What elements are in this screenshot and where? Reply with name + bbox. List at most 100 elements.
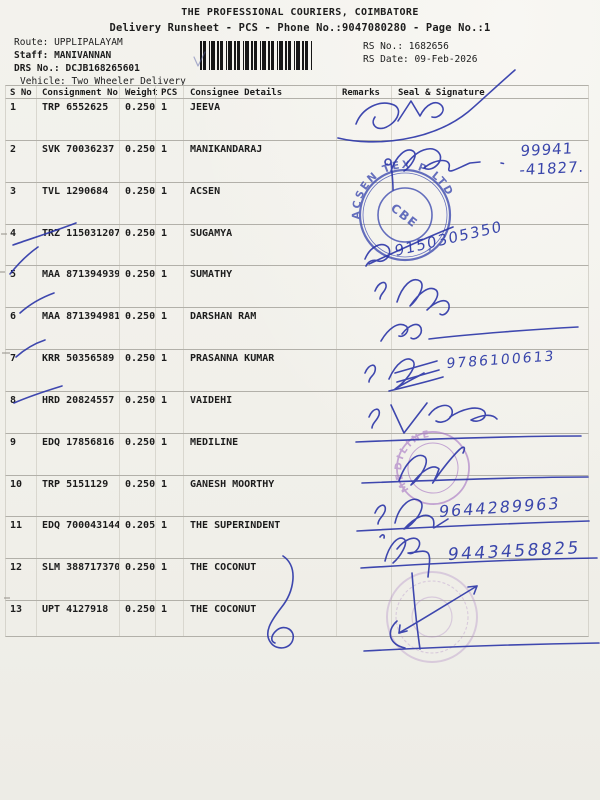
- cell-seal: [391, 475, 588, 517]
- scan-artifact: [4, 597, 10, 599]
- cell-pcs: 1: [155, 99, 183, 140]
- table-row: 13 UPT 4127918 0.250 1 THE COCONUT: [5, 601, 589, 638]
- cell-pcs: 1: [155, 140, 183, 182]
- vehicle-line: Vehicle: Two Wheeler Delivery: [20, 76, 186, 87]
- cell-consignment: SLM 388717370: [36, 559, 120, 601]
- cell-seal: [391, 559, 588, 601]
- runsheet-rows: 1 TRP 6552625 0.250 1 JEEVA 2 SVK 70036237 0.25…: [5, 99, 589, 638]
- cell-pcs: 1: [155, 559, 183, 601]
- cell-remarks: [336, 266, 391, 308]
- cell-consignment: SVK 70036237: [36, 140, 119, 182]
- cell-consignee: MANIKANDARAJ: [183, 140, 336, 182]
- cell-pcs: 1: [155, 182, 183, 224]
- table-row: 1 TRP 6552625 0.250 1 JEEVA: [5, 99, 589, 141]
- cell-remarks: [336, 308, 391, 350]
- cell-s_no: 9: [10, 436, 17, 448]
- cell-consignment: MAA 871394939: [36, 266, 120, 308]
- cell-consignee: PRASANNA KUMAR: [183, 350, 336, 391]
- cell-s_no: 8: [10, 394, 17, 406]
- header-seal-signature: Seal & Signature: [391, 86, 588, 98]
- cell-s_no: 6: [10, 311, 17, 323]
- cell-pcs: 1: [155, 517, 183, 559]
- scan-artifact: [0, 271, 5, 273]
- barcode-icon: [200, 41, 313, 70]
- cell-consignee: VAIDEHI: [183, 391, 336, 433]
- scan-artifact: [2, 352, 10, 354]
- route-value: UPPLIPALAYAM: [54, 37, 123, 48]
- rs-date-value: 09-Feb-2026: [414, 54, 478, 65]
- cell-remarks: [336, 140, 391, 182]
- cell-consignee: MEDILINE: [183, 433, 336, 475]
- table-row: 3 TVL 1290684 0.250 1 ACSEN: [5, 182, 589, 225]
- cell-weight: 0.250: [119, 601, 155, 637]
- cell-pcs: 1: [155, 350, 183, 391]
- staff-label: Staff:: [14, 50, 49, 61]
- cell-consignee: SUGAMYA: [183, 224, 336, 266]
- drs-value: DCJB168265601: [65, 63, 140, 74]
- cell-consignee: THE COCONUT: [183, 559, 336, 601]
- cell-s_no: 3: [10, 185, 17, 197]
- cell-consignee: THE COCONUT: [183, 601, 336, 637]
- cell-seal: [391, 182, 588, 224]
- header-remarks: Remarks: [336, 86, 391, 98]
- rs-no-line: RS No.: 1682656: [363, 41, 449, 52]
- cell-remarks: [336, 391, 391, 433]
- cell-remarks: [336, 350, 391, 391]
- cell-pcs: 1: [155, 308, 183, 350]
- vehicle-label: Vehicle:: [20, 76, 66, 87]
- table-header-row: S No Consignment No Weight PCS Consignee…: [5, 85, 589, 99]
- rs-no-label: RS No.:: [363, 41, 404, 52]
- handwritten-phone-row2-line2: -41827.: [519, 157, 585, 180]
- cell-consignment: HRD 20824557: [36, 391, 119, 433]
- cell-remarks: [336, 224, 391, 266]
- header-consignee-details: Consignee Details: [183, 86, 336, 98]
- cell-pcs: 1: [155, 266, 183, 308]
- cell-consignee: DARSHAN RAM: [183, 308, 336, 350]
- staff-line: Staff: MANIVANNAN: [14, 50, 111, 61]
- cell-weight: 0.250: [119, 391, 155, 433]
- cell-consignee: JEEVA: [183, 99, 336, 140]
- table-row: 9 EDQ 17856816 0.250 1 MEDILINE: [5, 433, 589, 476]
- cell-seal: [391, 433, 588, 475]
- cell-weight: 0.250: [119, 99, 155, 140]
- cell-s_no: 13: [10, 604, 23, 616]
- cell-consignment: EDQ 700043144: [36, 517, 120, 559]
- cell-weight: 0.250: [119, 350, 155, 391]
- table-row: 2 SVK 70036237 0.250 1 MANIKANDARAJ: [5, 140, 589, 183]
- table-row: 12 SLM 388717370 0.250 1 THE COCONUT: [5, 559, 589, 602]
- header-s-no: S No: [10, 88, 32, 98]
- cell-seal: [391, 266, 588, 308]
- cell-s_no: 7: [10, 353, 17, 365]
- cell-s_no: 1: [10, 102, 17, 113]
- route-label: Route:: [14, 37, 49, 48]
- cell-consignment: EDQ 17856816: [36, 433, 119, 475]
- cell-weight: 0.250: [119, 182, 155, 224]
- handwritten-phone-row2: 99941 -41827.: [519, 139, 586, 181]
- table-row: 8 HRD 20824557 0.250 1 VAIDEHI: [5, 391, 589, 434]
- cell-pcs: 1: [155, 475, 183, 517]
- cell-consignee: SUMATHY: [183, 266, 336, 308]
- cell-pcs: 1: [155, 391, 183, 433]
- cell-consignee: GANESH MOORTHY: [183, 475, 336, 517]
- cell-seal: [391, 391, 588, 433]
- cell-pcs: 1: [155, 433, 183, 475]
- cell-consignment: TVL 1290684: [36, 182, 119, 224]
- cell-consignment: TRP 5151129: [36, 475, 119, 517]
- rs-date-label: RS Date:: [363, 54, 409, 65]
- cell-consignment: UPT 4127918: [36, 601, 119, 637]
- cell-weight: 0.250: [119, 266, 155, 308]
- cell-consignment: MAA 871394981: [36, 308, 120, 350]
- cell-weight: 0.250: [119, 559, 155, 601]
- cell-weight: 0.205: [119, 517, 155, 559]
- cell-remarks: [336, 475, 391, 517]
- header-consignment-no: Consignment No: [36, 86, 119, 98]
- cell-consignment: KRR 50356589: [36, 350, 119, 391]
- header-weight: Weight: [119, 86, 158, 98]
- cell-consignment: TRZ 115031207: [36, 224, 120, 266]
- cell-weight: 0.250: [119, 140, 155, 182]
- cell-remarks: [336, 517, 391, 559]
- cell-s_no: 5: [10, 269, 17, 281]
- rs-date-line: RS Date: 09-Feb-2026: [363, 54, 477, 65]
- table-row: 5 MAA 871394939 0.250 1 SUMATHY: [5, 266, 589, 309]
- cell-consignment: TRP 6552625: [36, 99, 119, 140]
